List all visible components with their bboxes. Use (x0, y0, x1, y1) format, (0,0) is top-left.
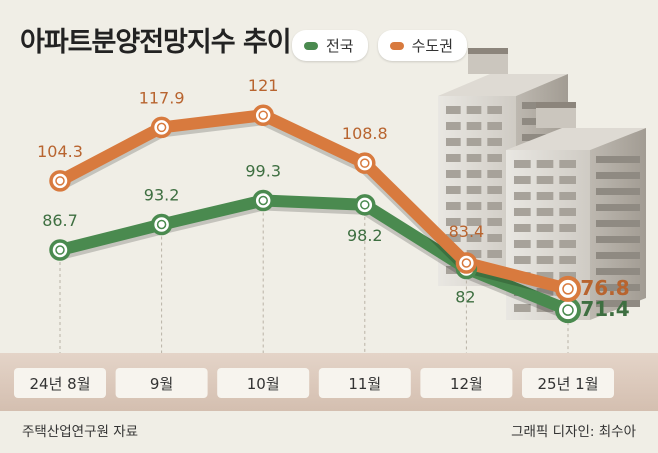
data-point-capital (354, 152, 376, 174)
data-point-national (49, 239, 71, 261)
x-tick-pill (420, 368, 513, 398)
data-point-core-national (258, 195, 268, 206)
x-tick-pill (217, 368, 310, 398)
x-tick-label: 24년 8월 (30, 375, 91, 393)
data-label-national: 71.4 (580, 297, 629, 321)
data-point-core-capital (258, 110, 268, 120)
data-point-core-national (55, 245, 65, 255)
data-point-capital (252, 104, 274, 126)
legend-swatch-capital (389, 41, 404, 50)
x-tick-label: 10월 (247, 375, 280, 393)
x-tick-label: 9월 (150, 375, 173, 393)
data-point-core-capital (461, 258, 472, 268)
legend-label-capital: 수도권 (411, 37, 454, 55)
data-label-capital: 83.4 (449, 222, 485, 241)
x-tick-pill (522, 368, 614, 398)
data-point-core-capital (562, 283, 574, 295)
data-point-core-capital (55, 176, 65, 186)
legend: 전국 수도권 (292, 30, 468, 61)
legend-label-national: 전국 (326, 37, 354, 55)
x-tick-label: 11월 (348, 375, 381, 393)
data-label-national: 99.3 (245, 162, 281, 181)
series-line-national (54, 194, 574, 317)
data-point-national (555, 297, 581, 324)
series-layer: 86.7 93.2 99.3 98.2 82 71.4 104.3 117.9 121 108.8… (37, 76, 630, 324)
data-label-national: 98.2 (347, 226, 383, 245)
data-point-national (150, 213, 173, 236)
data-point-core-national (360, 200, 370, 210)
data-point-capital (555, 275, 581, 302)
data-label-capital: 117.9 (139, 88, 185, 107)
x-tick-label: 12월 (450, 375, 483, 393)
chart-title: 아파트분양전망지수 추이 (20, 27, 292, 58)
data-label-national: 93.2 (144, 185, 180, 204)
data-label-capital: 108.8 (342, 124, 388, 143)
source-note: 주택산업연구원 자료 (22, 424, 139, 440)
legend-swatch-national (304, 41, 318, 50)
x-tick-label: 25년 1월 (538, 375, 599, 393)
drop-lines (59, 212, 569, 353)
data-label-national: 82 (455, 287, 475, 306)
data-point-national (252, 189, 274, 212)
x-tick-pill (115, 368, 208, 398)
data-point-core-national (156, 219, 167, 230)
x-tick-pill (14, 368, 106, 398)
data-point-capital (455, 252, 478, 274)
legend-item-national: 전국 (292, 30, 368, 61)
data-label-national: 86.7 (42, 211, 78, 230)
data-label-capital: 76.8 (580, 276, 629, 300)
data-label-capital: 121 (248, 76, 279, 95)
data-point-capital (49, 170, 71, 192)
data-point-core-national (562, 304, 574, 316)
credit-note: 그래픽 디자인: 최수아 (511, 424, 636, 440)
data-point-national (354, 194, 376, 216)
x-axis-ticks: 24년 8월 9월 10월 11월 12월 25년 1월 (14, 368, 614, 398)
x-tick-pill (318, 368, 411, 398)
series-line-capital (54, 109, 574, 295)
legend-item-capital: 수도권 (377, 30, 468, 61)
data-point-core-capital (360, 158, 370, 168)
data-point-core-capital (156, 122, 167, 133)
building-front-illustration (506, 102, 646, 320)
data-point-capital (150, 116, 173, 139)
data-label-capital: 104.3 (37, 142, 83, 161)
